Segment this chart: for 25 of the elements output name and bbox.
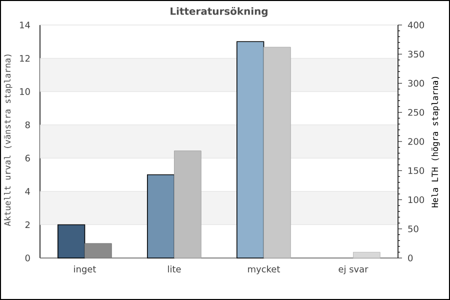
y-tick-label: 2 xyxy=(25,221,30,228)
y2-tick-label: 100 xyxy=(408,196,424,204)
y-tick-label: 0 xyxy=(25,254,30,262)
chart-title: Litteratursökning xyxy=(170,7,268,17)
y-tick-label: 10 xyxy=(20,88,30,95)
x-tick-label: mycket xyxy=(248,266,280,274)
y2-tick-label: 200 xyxy=(408,138,424,145)
x-tick-label: ej svar xyxy=(338,266,368,274)
y-axis-title: Aktuellt urval (vänstra staplarna) xyxy=(4,54,12,226)
y2-tick-label: 0 xyxy=(408,254,413,262)
y2-tick-label: 250 xyxy=(408,108,424,116)
bar xyxy=(58,224,86,258)
y2-tick-label: 300 xyxy=(408,80,424,87)
y-tick-label: 8 xyxy=(25,121,30,128)
y-tick-label: 6 xyxy=(25,154,30,162)
y2-axis-title: Hela LTH (högra staplarna) xyxy=(431,76,440,208)
y-tick-label: 12 xyxy=(20,54,30,62)
y2-tick-label: 350 xyxy=(408,50,424,58)
y2-tick-label: 400 xyxy=(408,22,424,28)
y2-tick-label: 50 xyxy=(408,225,418,232)
x-tick-label: lite xyxy=(168,266,181,272)
y-tick-label: 14 xyxy=(20,22,30,28)
x-tick-label: inget xyxy=(74,266,96,274)
y-tick-label: 4 xyxy=(25,188,30,195)
y2-tick-label: 150 xyxy=(408,167,424,174)
